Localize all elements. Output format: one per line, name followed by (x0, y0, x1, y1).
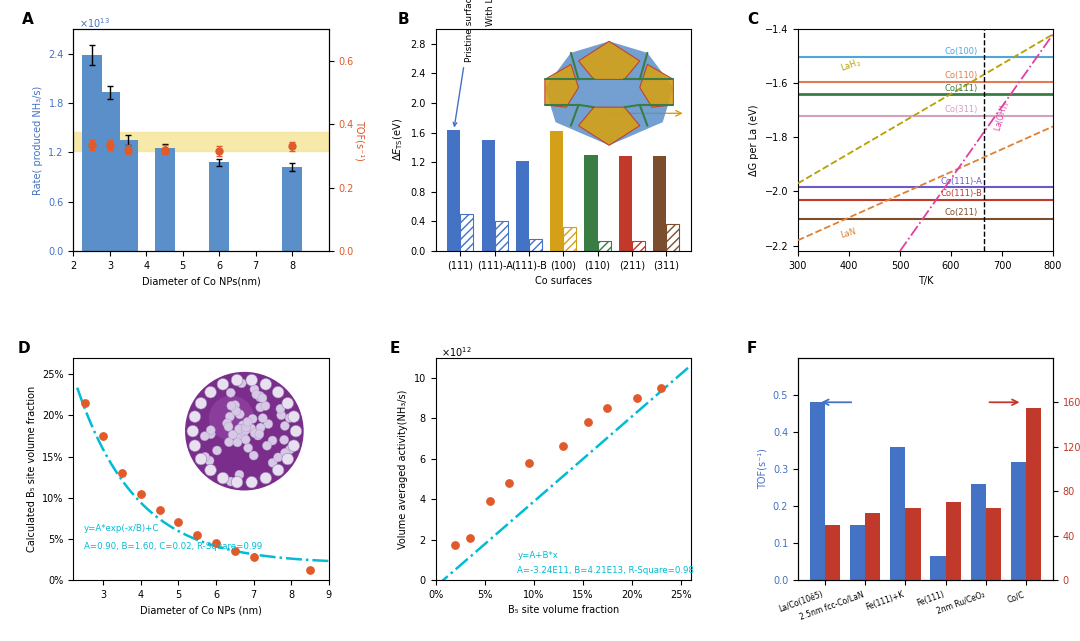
Y-axis label: Calculated B₅ site volume fraction: Calculated B₅ site volume fraction (27, 386, 37, 552)
Point (113, 468, 131, 478)
Text: LaN: LaN (839, 227, 856, 240)
Bar (210, 162, 229, 251)
Text: With La promotion: With La promotion (486, 0, 495, 26)
Bar (447, 130, 460, 251)
Bar (850, 524, 865, 580)
Text: LaH$_2$: LaH$_2$ (839, 56, 863, 75)
Point (207, 538, 225, 548)
X-axis label: B₅ site volume fraction: B₅ site volume fraction (508, 605, 619, 615)
X-axis label: Co surfaces: Co surfaces (535, 276, 592, 287)
Point (226, 546, 243, 556)
Point (76, 398, 93, 408)
Y-axis label: Rate( produced NH₃/s): Rate( produced NH₃/s) (32, 85, 43, 195)
Y-axis label: Volume averaged activity(NH₃/s): Volume averaged activity(NH₃/s) (399, 389, 408, 549)
Bar (825, 524, 840, 580)
Point (555, 440, 572, 451)
Point (521, 458, 538, 468)
Text: Co(110): Co(110) (945, 71, 977, 80)
Y-axis label: TOF(s⁻¹): TOF(s⁻¹) (757, 449, 767, 489)
Bar (550, 131, 564, 251)
Bar (986, 508, 1001, 580)
X-axis label: Diameter of Co NPs(nm): Diameter of Co NPs(nm) (141, 276, 260, 287)
Text: A=-3.24E11, B=4.21E13, R-Square=0.98: A=-3.24E11, B=4.21E13, R-Square=0.98 (517, 567, 694, 576)
Text: C: C (747, 12, 758, 28)
Text: y=A+B*x: y=A+B*x (517, 551, 558, 560)
Bar (154, 148, 175, 251)
Text: D: D (17, 342, 30, 356)
Bar (1011, 462, 1026, 580)
Bar (632, 241, 645, 251)
Point (598, 403, 616, 413)
Bar (971, 484, 986, 580)
Text: A: A (23, 12, 35, 28)
Text: La(OH)$_3$: La(OH)$_3$ (991, 99, 1012, 133)
X-axis label: Diameter of Co NPs (nm): Diameter of Co NPs (nm) (140, 605, 262, 615)
Point (447, 540, 464, 550)
Point (133, 488, 150, 499)
Bar (482, 140, 495, 251)
Bar (653, 156, 666, 251)
Bar (516, 161, 529, 251)
Bar (282, 167, 302, 251)
Point (481, 496, 498, 506)
Text: F: F (747, 342, 757, 356)
Bar (73, 132, 328, 151)
Y-axis label: $\Delta E_\mathrm{TS}$(eV): $\Delta E_\mathrm{TS}$(eV) (391, 119, 405, 162)
Bar (666, 224, 679, 251)
Text: B: B (397, 12, 409, 28)
Bar (597, 241, 610, 251)
Point (501, 478, 518, 488)
Point (151, 505, 168, 515)
Text: Co(211): Co(211) (945, 208, 977, 217)
Bar (99, 92, 120, 251)
Point (301, 565, 319, 576)
Text: y=A*exp(-x/B)+C: y=A*exp(-x/B)+C (83, 524, 159, 533)
Text: Co(111)-B: Co(111)-B (941, 189, 982, 198)
Point (579, 417, 596, 428)
Bar (946, 503, 961, 580)
Bar (930, 556, 946, 580)
Bar (890, 447, 905, 580)
Bar (865, 513, 880, 580)
Bar (1026, 408, 1041, 580)
Text: Co(311): Co(311) (945, 105, 977, 114)
Bar (529, 239, 542, 251)
Text: E: E (390, 342, 400, 356)
Bar (810, 403, 825, 580)
Text: Pristine surface: Pristine surface (454, 0, 474, 126)
Bar (118, 140, 138, 251)
Point (189, 529, 206, 540)
Bar (460, 214, 473, 251)
Y-axis label: ΔG per La (eV): ΔG per La (eV) (750, 104, 759, 176)
Text: Co(111): Co(111) (945, 83, 977, 92)
Text: $\times10^{13}$: $\times10^{13}$ (79, 16, 109, 29)
Point (170, 517, 187, 528)
Text: Co(100): Co(100) (945, 47, 977, 56)
Y-axis label: TOF(s⁻¹): TOF(s⁻¹) (354, 120, 365, 160)
Bar (619, 156, 632, 251)
Point (95, 431, 112, 441)
X-axis label: T/K: T/K (918, 276, 933, 287)
Point (652, 383, 670, 394)
Bar (82, 55, 102, 251)
Point (461, 533, 478, 543)
Bar (495, 222, 508, 251)
Point (629, 393, 646, 403)
Bar (564, 228, 577, 251)
Text: $\times10^{12}$: $\times10^{12}$ (441, 345, 471, 359)
Bar (905, 508, 920, 580)
Bar (584, 155, 597, 251)
Text: Co(111)-A: Co(111)-A (941, 177, 982, 186)
Text: A=0.90, B=1.60, C=0.02, R-Square=0.99: A=0.90, B=1.60, C=0.02, R-Square=0.99 (83, 542, 261, 551)
Point (245, 552, 262, 562)
